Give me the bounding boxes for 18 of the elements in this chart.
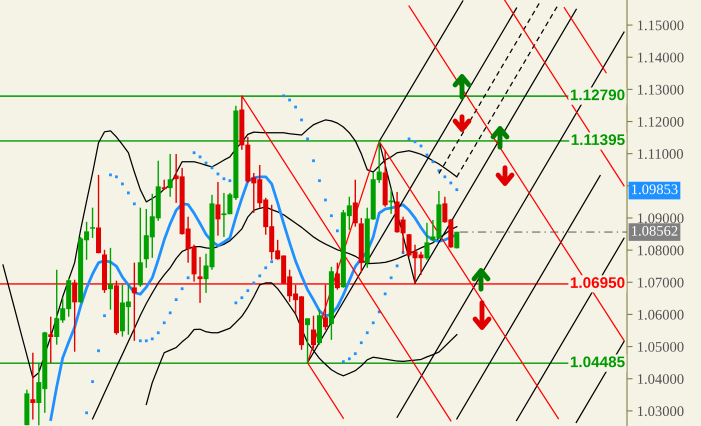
y-tick-label: 1.09000 (638, 213, 684, 224)
y-tick-label: 1.12000 (638, 116, 684, 127)
y-tick-label: 1.15000 (638, 20, 684, 30)
ref-line-label: 1.12790 (570, 89, 624, 100)
ref-line-label: 1.06950 (570, 277, 624, 288)
ref-line-label: 1.08562 (632, 226, 678, 236)
y-tick-label: 1.05000 (638, 342, 684, 352)
y-tick-label: 1.14000 (638, 52, 684, 62)
ref-line-label: 1.11395 (572, 134, 625, 146)
y-tick-label: 1.04000 (638, 374, 684, 384)
y-tick-label: 1.11000 (638, 149, 684, 159)
y-tick-label: 1.06000 (638, 310, 684, 320)
ref-line-label: 1.04485 (570, 356, 625, 368)
y-tick-label: 1.07000 (638, 278, 684, 288)
y-tick-label: 1.08000 (638, 245, 684, 256)
y-tick-label: 1.03000 (638, 406, 684, 416)
y-tick-label: 1.13000 (638, 84, 684, 95)
text: 1.09853 (632, 184, 678, 194)
